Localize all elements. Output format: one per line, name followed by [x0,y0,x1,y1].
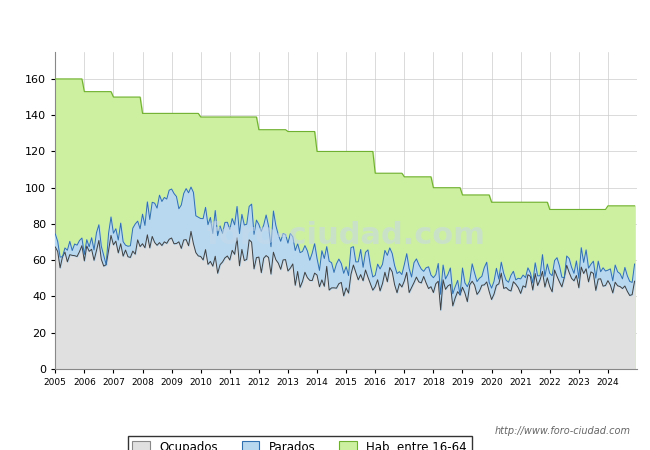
Text: foro-ciudad.com: foro-ciudad.com [207,221,486,250]
Legend: Ocupados, Parados, Hab. entre 16-64: Ocupados, Parados, Hab. entre 16-64 [127,436,472,450]
Text: Castrejón de Trabancos - Evolucion de la poblacion en edad de Trabajar Noviembre: Castrejón de Trabancos - Evolucion de la… [63,18,587,28]
Text: http://www.foro-ciudad.com: http://www.foro-ciudad.com [495,427,630,436]
